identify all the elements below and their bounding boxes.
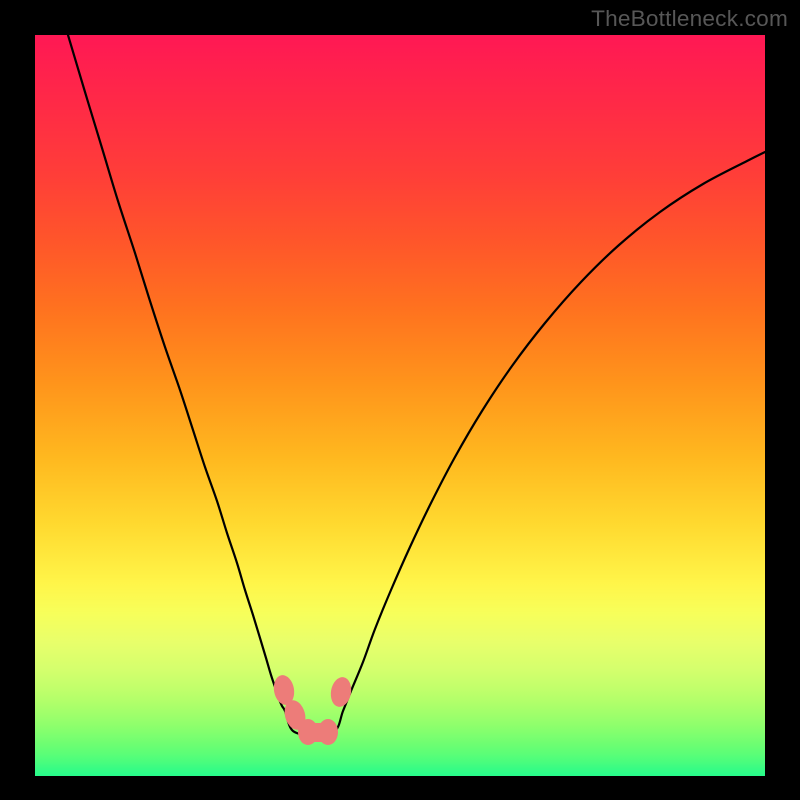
- gradient-background: [35, 35, 765, 776]
- watermark-text: TheBottleneck.com: [591, 6, 788, 32]
- plot-area: [35, 35, 765, 776]
- chart-frame: TheBottleneck.com: [0, 0, 800, 800]
